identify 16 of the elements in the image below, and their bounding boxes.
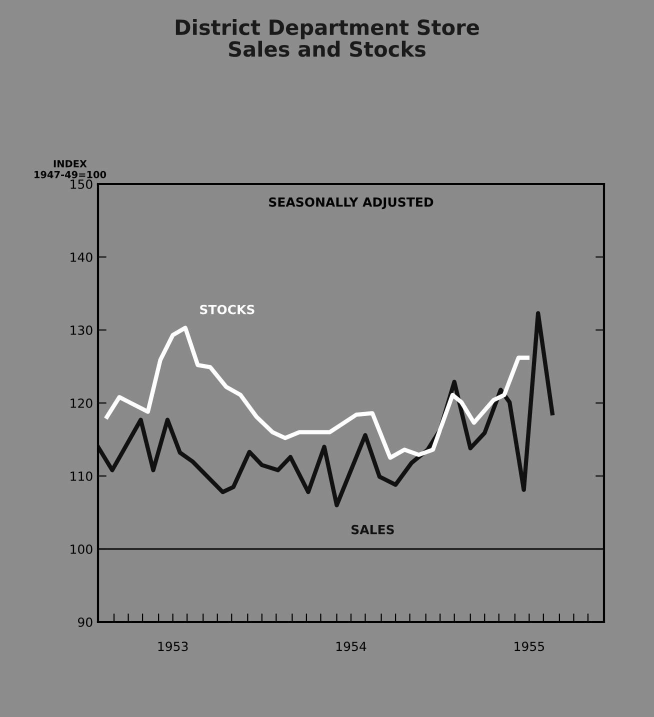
series-label: STOCKS (200, 304, 254, 314)
chart-title: District Department Store Sales and Stocks (176, 19, 479, 57)
y-tick-label: 90 (78, 617, 92, 627)
y-tick-label: 140 (70, 252, 92, 262)
line-series (104, 326, 530, 460)
x-tick-label: 1955 (514, 642, 544, 652)
y-tick-label: 150 (70, 179, 92, 189)
y-tick-label: 100 (70, 544, 92, 554)
series-label: SALES (352, 524, 394, 534)
x-tick-label: 1953 (158, 642, 188, 652)
y-tick-label: 120 (70, 398, 92, 408)
y-tick-label: 130 (70, 325, 92, 335)
annotation: SEASONALLY ADJUSTED (269, 197, 434, 210)
y-axis-title: INDEX 1947-49=100 (34, 160, 106, 178)
x-tick-label: 1954 (336, 642, 366, 652)
y-tick-label: 110 (70, 471, 92, 481)
